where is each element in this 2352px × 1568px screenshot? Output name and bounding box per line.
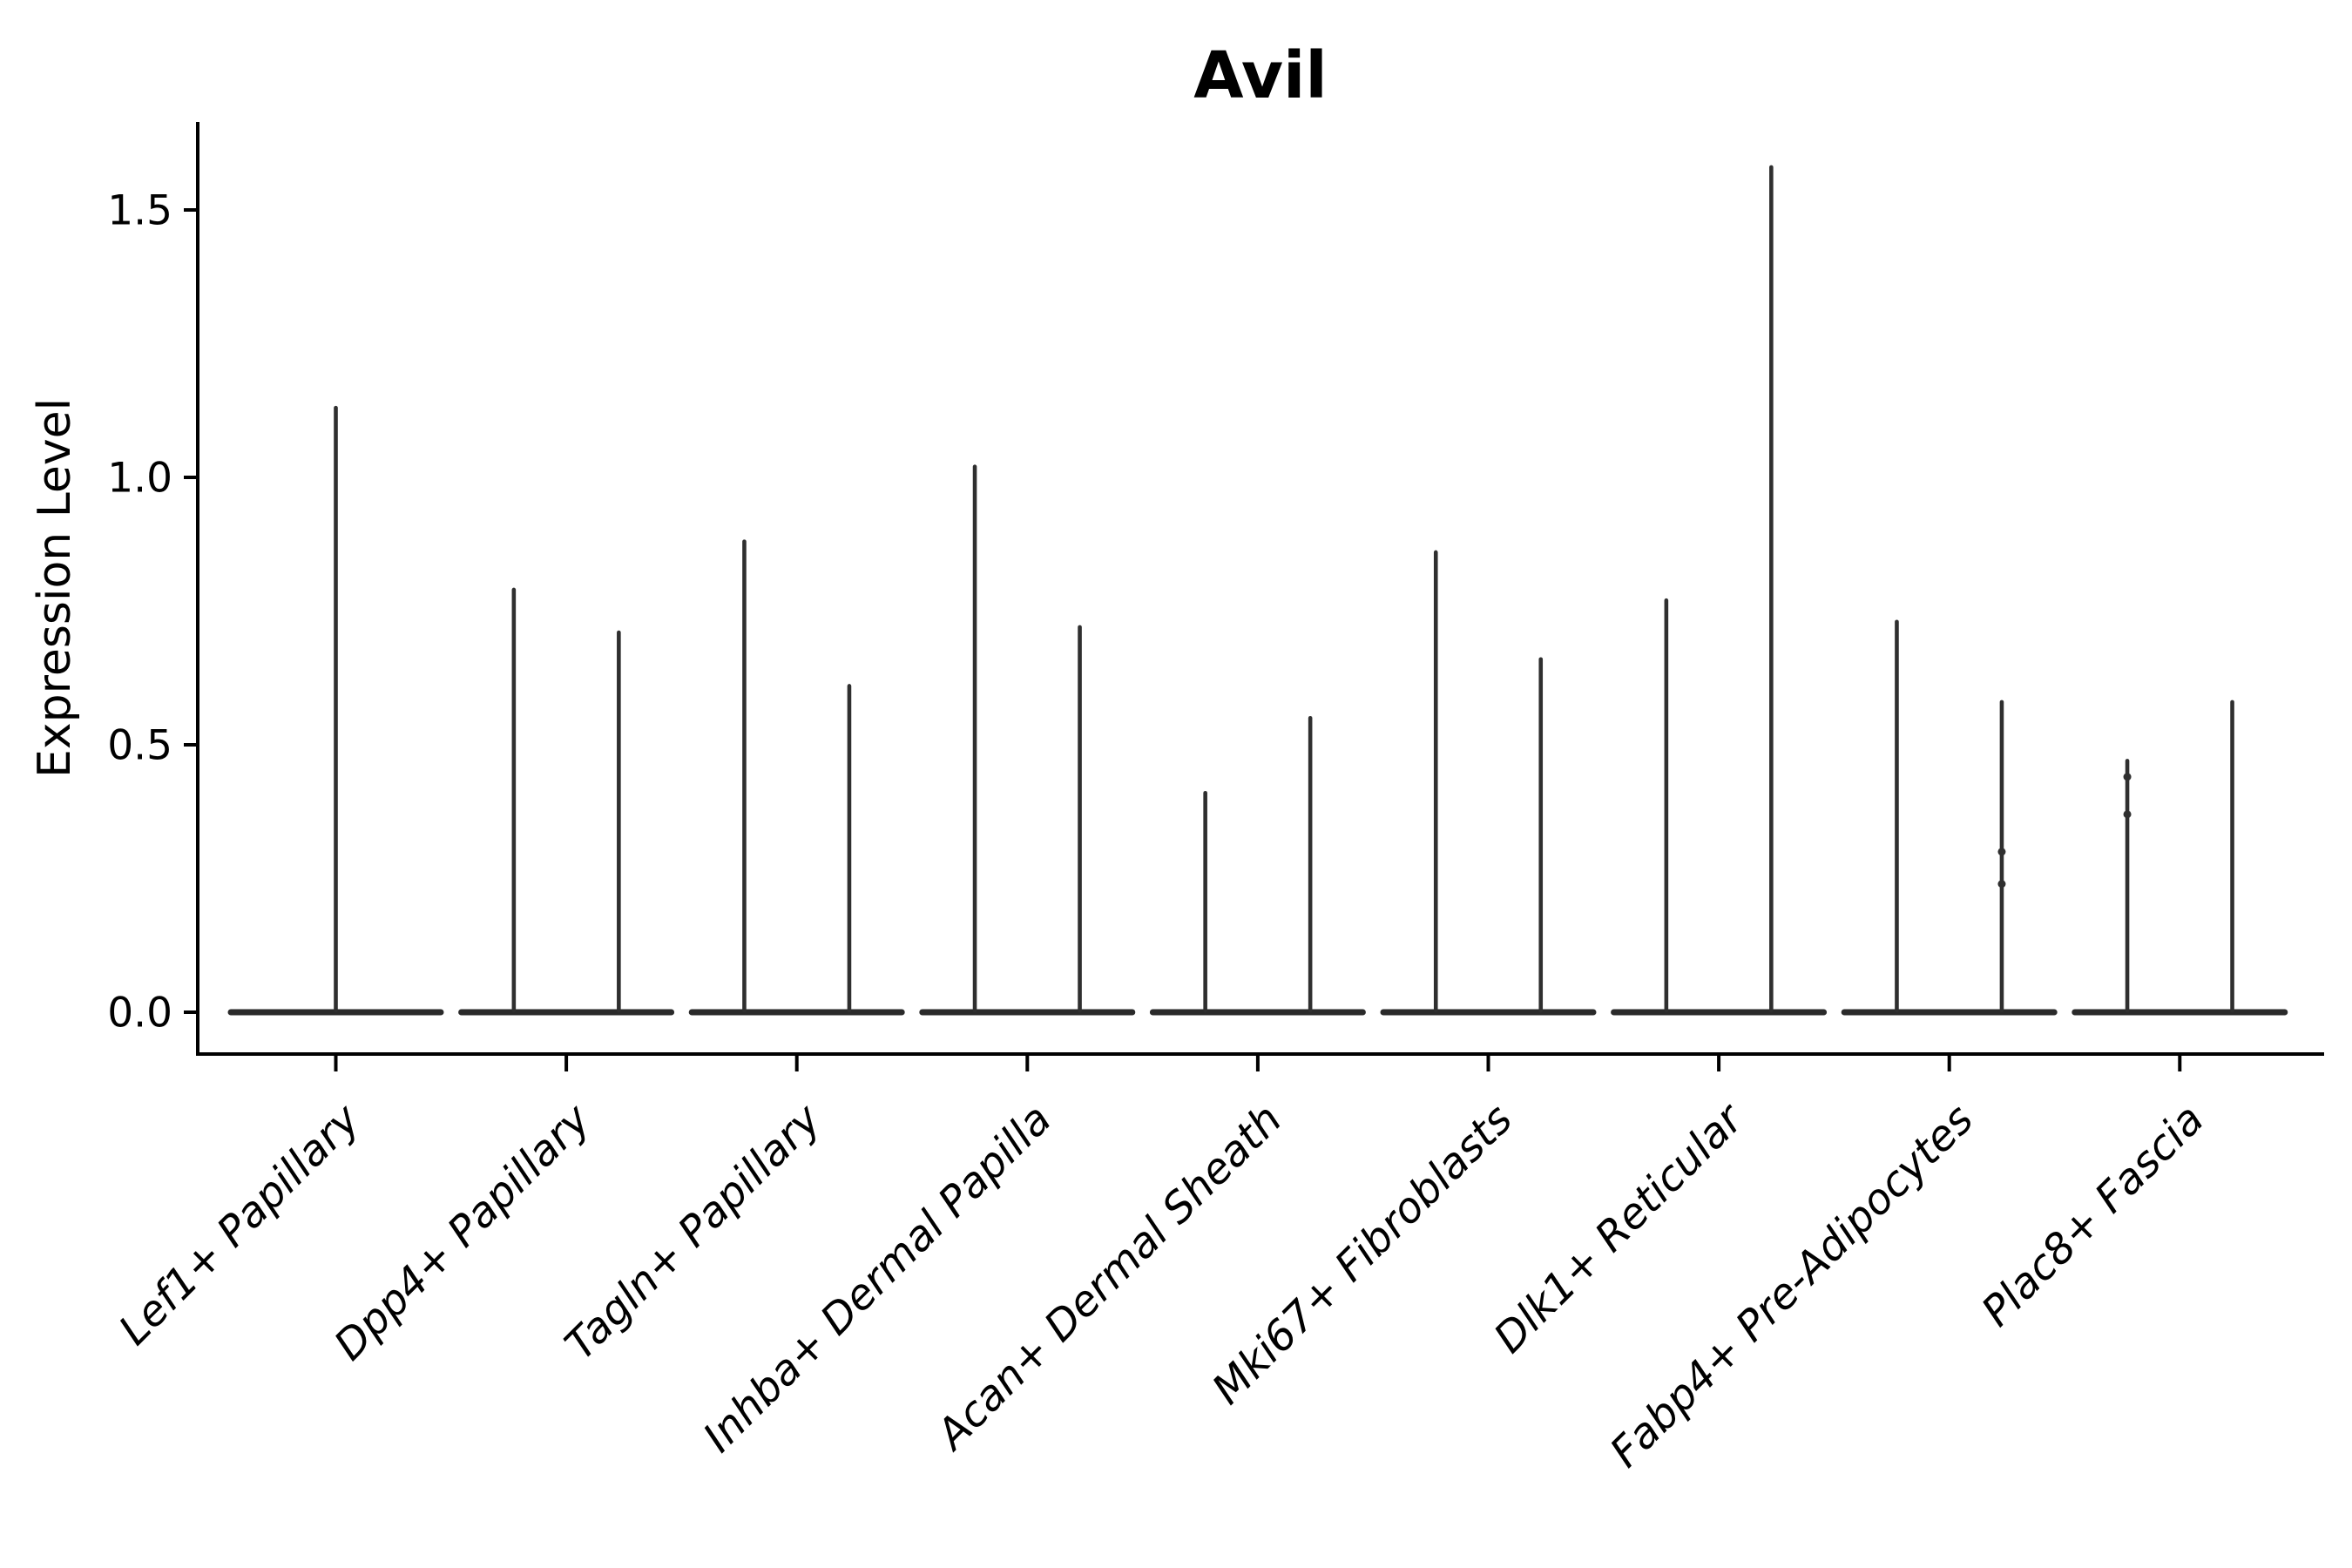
axes — [196, 122, 2324, 1056]
violin — [688, 539, 905, 1016]
violin — [458, 587, 675, 1016]
y-axis-ticks: 0.0 0.5 1.0 1.5 — [107, 186, 198, 1037]
y-tick-label: 0.5 — [107, 721, 172, 769]
violin — [1149, 715, 1366, 1016]
violin-bump — [1997, 848, 2006, 856]
y-tick-label: 1.5 — [107, 186, 172, 234]
violins — [227, 165, 2288, 1016]
violin — [2072, 700, 2288, 1016]
x-tick-label: Plac8+ Fascia — [1972, 1095, 2213, 1336]
x-tick-label: Tagln+ Papillary — [556, 1094, 831, 1369]
y-axis-label: Expression Level — [29, 398, 81, 778]
y-tick-label: 1.0 — [107, 454, 172, 502]
x-tick-label: Dpp4+ Papillary — [325, 1094, 600, 1369]
violin-bump — [1997, 880, 2006, 889]
violin — [227, 405, 444, 1016]
violin — [1611, 165, 1828, 1016]
x-tick-label: Dlk1+ Reticular — [1484, 1093, 1754, 1363]
violin — [1841, 619, 2058, 1016]
violin — [1380, 550, 1597, 1016]
plot-title: Avil — [1193, 38, 1328, 113]
x-tick-label: Fabp4+ Pre-Adipocytes — [1601, 1095, 1984, 1477]
x-axis-ticks — [334, 1054, 2182, 1071]
y-tick-label: 0.0 — [107, 989, 172, 1037]
violin-bump — [2123, 773, 2132, 781]
violin — [919, 464, 1136, 1016]
x-tick-label: Lef1+ Papillary — [110, 1094, 370, 1355]
violin-bump — [2123, 810, 2132, 819]
